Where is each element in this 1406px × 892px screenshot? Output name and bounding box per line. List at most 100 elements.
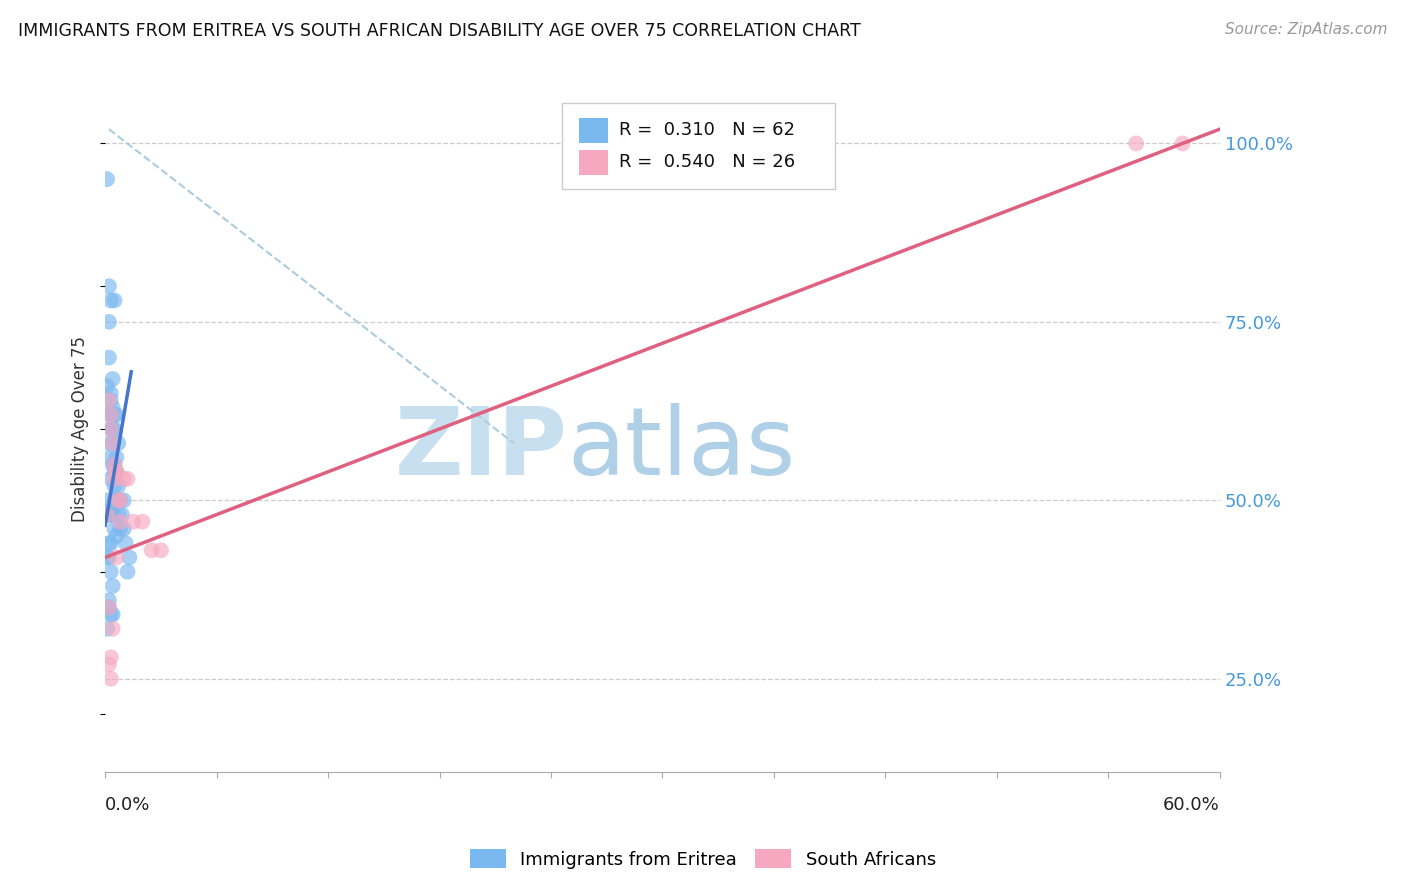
Point	[105, 529, 128, 543]
Text: R =  0.540   N = 26: R = 0.540 N = 26	[619, 153, 796, 170]
Point	[101, 401, 124, 415]
Text: 60.0%: 60.0%	[1163, 797, 1220, 814]
Point	[100, 565, 122, 579]
Point	[108, 522, 131, 536]
Point	[103, 522, 125, 536]
Point	[100, 386, 122, 401]
Point	[96, 508, 118, 522]
Point	[107, 508, 129, 522]
Point	[97, 393, 120, 408]
Point	[100, 672, 122, 686]
Text: R =  0.310   N = 62: R = 0.310 N = 62	[619, 120, 794, 138]
Point	[101, 607, 124, 622]
Text: IMMIGRANTS FROM ERITREA VS SOUTH AFRICAN DISABILITY AGE OVER 75 CORRELATION CHAR: IMMIGRANTS FROM ERITREA VS SOUTH AFRICAN…	[18, 22, 860, 40]
Point	[100, 422, 122, 436]
Point	[97, 508, 120, 522]
Point	[96, 622, 118, 636]
Point	[107, 493, 129, 508]
Point	[103, 293, 125, 308]
Point	[105, 465, 128, 479]
Point	[100, 422, 122, 436]
Point	[97, 315, 120, 329]
Point	[97, 600, 120, 615]
Point	[101, 372, 124, 386]
Point	[105, 493, 128, 508]
Point	[101, 436, 124, 450]
FancyBboxPatch shape	[562, 103, 835, 189]
Point	[97, 436, 120, 450]
Point	[118, 550, 141, 565]
Point	[100, 393, 122, 408]
Point	[101, 436, 124, 450]
Text: ZIP: ZIP	[395, 403, 568, 495]
Point	[108, 493, 131, 508]
Point	[97, 351, 120, 365]
Text: 0.0%: 0.0%	[105, 797, 150, 814]
Point	[105, 450, 128, 465]
Point	[101, 508, 124, 522]
Point	[97, 536, 120, 550]
Legend: Immigrants from Eritrea, South Africans: Immigrants from Eritrea, South Africans	[463, 841, 943, 876]
Point	[103, 465, 125, 479]
Point	[105, 550, 128, 565]
Point	[103, 479, 125, 493]
Point	[112, 472, 135, 486]
Point	[100, 536, 122, 550]
Point	[117, 472, 139, 486]
Point	[97, 550, 120, 565]
Point	[97, 593, 120, 607]
Point	[96, 172, 118, 186]
Point	[101, 579, 124, 593]
FancyBboxPatch shape	[579, 118, 607, 143]
Point	[141, 543, 163, 558]
Point	[108, 493, 131, 508]
Point	[117, 565, 139, 579]
Point	[101, 458, 124, 472]
Y-axis label: Disability Age Over 75: Disability Age Over 75	[72, 336, 89, 522]
Point	[101, 508, 124, 522]
Point	[131, 515, 153, 529]
Point	[105, 465, 128, 479]
Point	[103, 472, 125, 486]
Point	[100, 508, 122, 522]
Point	[107, 479, 129, 493]
Point	[105, 408, 128, 422]
Point	[103, 422, 125, 436]
Point	[103, 458, 125, 472]
Point	[1171, 136, 1194, 151]
FancyBboxPatch shape	[579, 150, 607, 175]
Point	[96, 504, 118, 518]
Point	[122, 515, 145, 529]
Point	[100, 293, 122, 308]
Point	[112, 493, 135, 508]
Point	[97, 600, 120, 615]
Point	[101, 622, 124, 636]
Point	[96, 550, 118, 565]
Point	[100, 607, 122, 622]
Point	[100, 408, 122, 422]
Point	[96, 379, 118, 393]
Point	[101, 422, 124, 436]
Text: Source: ZipAtlas.com: Source: ZipAtlas.com	[1225, 22, 1388, 37]
Point	[96, 508, 118, 522]
Point	[112, 522, 135, 536]
Point	[100, 650, 122, 665]
Point	[100, 472, 122, 486]
Point	[107, 436, 129, 450]
Point	[1125, 136, 1147, 151]
Point	[103, 458, 125, 472]
Point	[103, 408, 125, 422]
Point	[149, 543, 172, 558]
Point	[108, 515, 131, 529]
Point	[100, 450, 122, 465]
Point	[100, 408, 122, 422]
Point	[114, 536, 136, 550]
Point	[97, 408, 120, 422]
Point	[105, 465, 128, 479]
Text: atlas: atlas	[568, 403, 796, 495]
Point	[111, 508, 134, 522]
Point	[103, 493, 125, 508]
Point	[97, 657, 120, 672]
Point	[96, 493, 118, 508]
Point	[107, 493, 129, 508]
